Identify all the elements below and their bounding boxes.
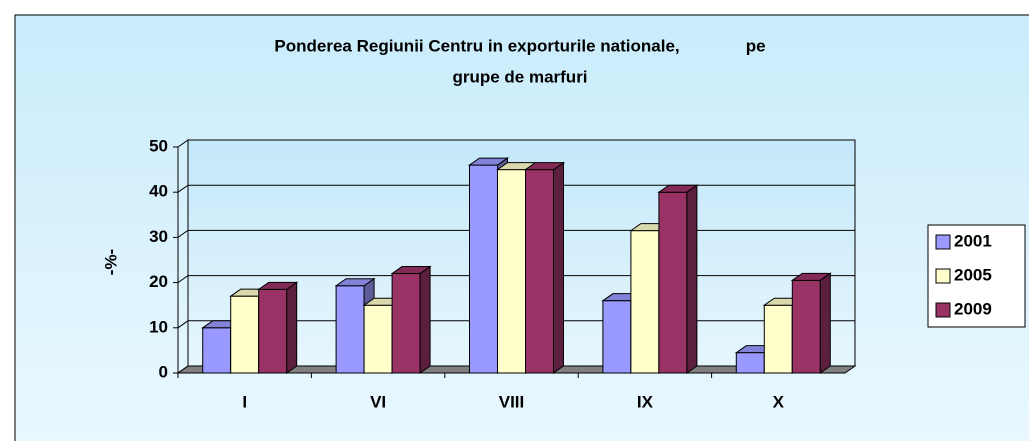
bar-face — [335, 285, 365, 374]
bar-face — [286, 281, 298, 374]
x-tick-label: I — [242, 392, 247, 411]
bar-face — [791, 279, 821, 374]
bar-face — [630, 230, 660, 374]
bar-face — [257, 281, 299, 290]
grid-line — [177, 139, 855, 148]
y-tick-label: 40 — [149, 182, 168, 201]
bar-face — [390, 266, 432, 275]
x-tick-label: VI — [370, 392, 386, 411]
legend-swatch — [935, 302, 951, 318]
y-tick-label: 30 — [149, 227, 168, 246]
bar-face — [363, 304, 393, 374]
bar-face — [525, 169, 554, 374]
x-tick-label: IX — [637, 392, 654, 411]
chart-title: grupe de marfuri — [452, 67, 587, 86]
y-tick-label: 20 — [149, 272, 168, 291]
bar-face — [334, 278, 376, 287]
bar-face — [230, 295, 260, 374]
bar-face — [657, 184, 699, 193]
bar-face — [258, 288, 288, 374]
y-tick-label: 10 — [149, 317, 168, 336]
bar-face — [469, 164, 498, 374]
bar-face — [467, 157, 510, 166]
bar-face — [819, 272, 831, 374]
bar — [390, 265, 432, 374]
bar — [790, 272, 832, 374]
bar-face — [391, 273, 421, 374]
y-axis-label: -%- — [101, 249, 120, 275]
x-tick-label: VIII — [499, 392, 525, 411]
bar-face — [523, 162, 566, 171]
y-tick-label: 50 — [149, 136, 168, 155]
bar-face — [553, 161, 564, 374]
x-tick-label: X — [773, 392, 785, 411]
bar-face — [790, 272, 832, 281]
bar — [257, 281, 299, 374]
bar-face — [202, 327, 232, 374]
bar — [657, 184, 699, 374]
bar — [523, 161, 566, 374]
legend-label: 2005 — [954, 265, 992, 284]
chart-title: Ponderea Regiunii Centru in exporturile … — [274, 36, 765, 55]
legend-swatch — [935, 234, 951, 250]
y-tick-label: 0 — [159, 362, 168, 381]
grid-line — [177, 184, 855, 193]
bar-face — [658, 191, 688, 374]
bar-face — [602, 300, 632, 374]
bar-face — [686, 184, 698, 374]
bar-face — [419, 265, 431, 374]
legend-label: 2001 — [954, 231, 992, 250]
legend-swatch — [935, 268, 951, 284]
legend-label: 2009 — [954, 299, 992, 318]
bar-face — [763, 304, 793, 374]
bar-face — [735, 352, 765, 374]
bar-face — [497, 169, 526, 374]
